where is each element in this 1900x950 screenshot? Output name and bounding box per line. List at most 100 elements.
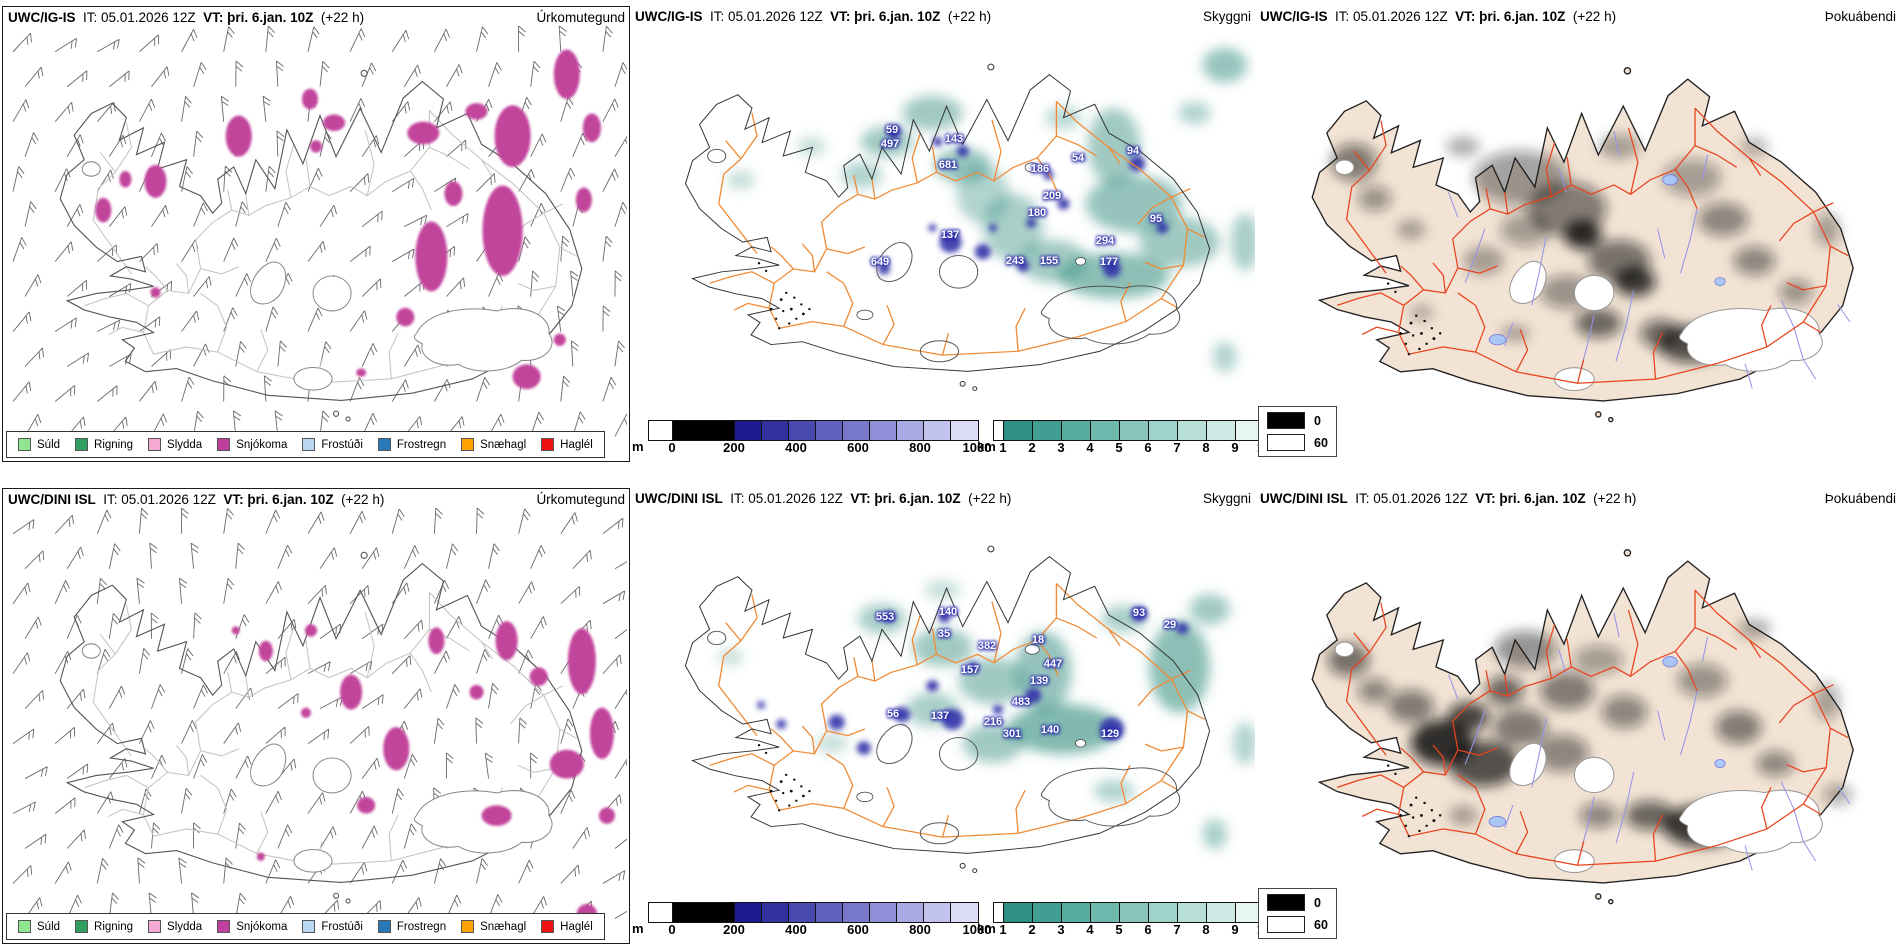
- colorbar-segment: [816, 903, 843, 922]
- colorbar-segment: [735, 421, 762, 440]
- legend-item: Rigning: [75, 920, 133, 933]
- legend-swatch: [148, 438, 162, 451]
- panel-visibility-igis: UWC/IG-IS IT: 05.01.2026 12Z VT: þri. 6.…: [630, 6, 1292, 462]
- legend-swatch: [217, 920, 231, 933]
- station-visibility-value: 139: [1029, 675, 1049, 687]
- legend-swatch: [18, 438, 31, 451]
- station-visibility-value: 497: [880, 138, 900, 150]
- colorbar-tick: 200: [723, 440, 745, 455]
- legend-item: Slydda: [148, 920, 202, 933]
- station-visibility-value: 35: [937, 628, 951, 640]
- colorbar-tick: 800: [909, 440, 931, 455]
- product-label: Skyggni: [1202, 491, 1251, 506]
- station-visibility-value: 94: [1126, 145, 1140, 157]
- fog-legend-row: 0: [1267, 412, 1328, 429]
- colorbar-segment: [649, 421, 673, 440]
- colorbar-segment: [897, 903, 924, 922]
- colorbar-tick: 400: [785, 922, 807, 937]
- legend-label: Haglél: [560, 438, 593, 451]
- colorbar-segment: [1062, 421, 1091, 440]
- colorbar-segment: [1091, 421, 1120, 440]
- colorbar-tick: 4: [1086, 922, 1094, 937]
- colorbar-tick: 1000: [962, 440, 992, 455]
- lead-time: (+22 h): [320, 10, 365, 25]
- model-name: UWC/IG-IS: [1260, 9, 1328, 24]
- colorbar-tick: 1: [999, 922, 1007, 937]
- colorbar-segment: [1004, 421, 1033, 440]
- colorbar-segment: [735, 903, 762, 922]
- fog-legend-row: 60: [1267, 434, 1328, 451]
- precip-legend: Súld Rigning Slydda Snjókoma Frostúði Frostre…: [6, 431, 605, 458]
- legend-swatch: [377, 920, 391, 933]
- legend-item: Frostúði: [302, 920, 363, 933]
- valid-time: VT: þri. 6.jan. 10Z: [1455, 9, 1566, 24]
- station-visibility-value: 93: [1132, 607, 1146, 619]
- legend-item: Snjókoma: [217, 438, 287, 451]
- legend-label: Slydda: [167, 920, 203, 933]
- valid-time: VT: þri. 6.jan. 10Z: [850, 491, 961, 506]
- fog-legend: 0 60: [1258, 406, 1337, 457]
- legend-label: Frostregn: [396, 438, 447, 451]
- colorbar-tick: 1: [999, 440, 1007, 455]
- colorbar-tick: 6: [1144, 440, 1152, 455]
- colorbar-tick: 1000: [962, 922, 992, 937]
- station-visibility-value: 137: [940, 229, 960, 241]
- colorbar-segment: [924, 421, 951, 440]
- colorbar-tick: 5: [1115, 440, 1123, 455]
- product-label: Úrkomutegund: [536, 492, 625, 507]
- legend-item: Snæhagl: [461, 920, 526, 933]
- station-visibility-value: 59: [885, 124, 899, 136]
- legend-swatch: [541, 920, 555, 933]
- colorbar-segment: [1149, 421, 1178, 440]
- legend-label: Rigning: [94, 920, 134, 933]
- init-time: IT: 05.01.2026 12Z: [1335, 9, 1448, 24]
- valid-time: VT: þri. 6.jan. 10Z: [203, 10, 314, 25]
- station-visibility-value: 294: [1095, 235, 1115, 247]
- station-visibility-value: 155: [1039, 255, 1059, 267]
- colorbar-segment: [1120, 421, 1149, 440]
- colorbar-segment: [1120, 903, 1149, 922]
- colorbar-tick: 4: [1086, 440, 1094, 455]
- product-label: Þokuábendi: [1824, 9, 1896, 24]
- colorbar-meters: m 0 200 400 600 800 1000: [632, 902, 991, 942]
- panel-header: UWC/DINI ISL IT: 05.01.2026 12Z VT: þri.…: [635, 491, 1012, 506]
- colorbar-tick: 3: [1057, 440, 1065, 455]
- colorbar-tick: 7: [1173, 440, 1181, 455]
- panel-header: UWC/IG-IS IT: 05.01.2026 12Z VT: þri. 6.…: [635, 9, 992, 24]
- init-time: IT: 05.01.2026 12Z: [730, 491, 843, 506]
- colorbar-segment: [1178, 903, 1207, 922]
- colorbar-tick: 8: [1202, 440, 1210, 455]
- colorbar-kilometers: km12345678910: [977, 420, 1292, 460]
- colorbar-tick: 600: [847, 440, 869, 455]
- colorbar-tick: 6: [1144, 922, 1152, 937]
- product-label: Úrkomutegund: [536, 10, 625, 25]
- colorbar-unit: m: [632, 921, 644, 936]
- fog-legend-swatch: [1267, 412, 1305, 429]
- station-visibility-value: 157: [960, 664, 980, 676]
- colorbar-tick: 0: [668, 440, 676, 455]
- station-visibility-value: 18: [1031, 634, 1045, 646]
- colorbar-tick: 7: [1173, 922, 1181, 937]
- colorbar-tick: 800: [909, 922, 931, 937]
- colorbar-segment: [994, 903, 1004, 922]
- colorbar-segment: [843, 903, 870, 922]
- visibility-map-igis: [684, 47, 1255, 392]
- panel-header: UWC/DINI ISL IT: 05.01.2026 12Z VT: þri.…: [8, 492, 385, 507]
- visibility-values: 59 497 143 681 186 54 94 209 180 95 294 137 649 243 15…: [630, 22, 1255, 424]
- station-visibility-value: 137: [930, 710, 950, 722]
- fog-legend-row: 60: [1267, 916, 1328, 933]
- station-visibility-value: 180: [1027, 207, 1047, 219]
- station-visibility-value: 56: [886, 708, 900, 720]
- colorbar-segment: [789, 421, 816, 440]
- colorbar-tick: 9: [1231, 440, 1239, 455]
- station-visibility-value: 143: [944, 133, 964, 145]
- panel-fog-dini: UWC/DINI ISL IT: 05.01.2026 12Z VT: þri.…: [1255, 488, 1900, 944]
- precip-map-igis: [12, 25, 627, 437]
- panel-header: UWC/DINI ISL IT: 05.01.2026 12Z VT: þri.…: [1260, 491, 1637, 506]
- legend-item: Rigning: [75, 438, 133, 451]
- legend-item: Snjókoma: [217, 920, 287, 933]
- legend-swatch: [148, 920, 162, 933]
- legend-swatch: [302, 920, 316, 933]
- legend-swatch: [75, 920, 89, 933]
